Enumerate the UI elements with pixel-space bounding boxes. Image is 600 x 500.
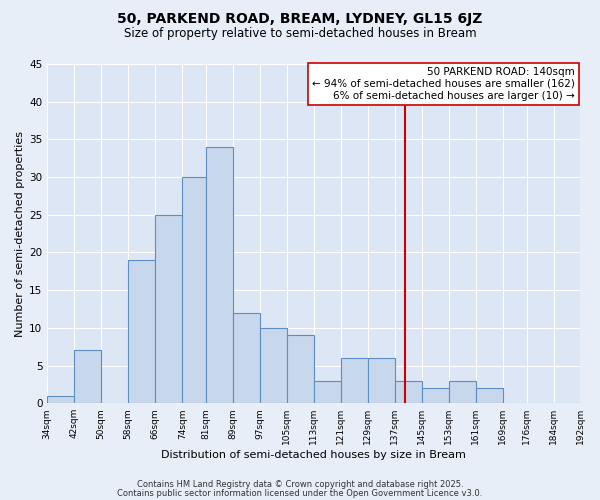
Bar — [422, 388, 449, 403]
Bar — [476, 388, 503, 403]
Bar — [74, 350, 101, 403]
Text: Contains HM Land Registry data © Crown copyright and database right 2025.: Contains HM Land Registry data © Crown c… — [137, 480, 463, 489]
Bar — [233, 313, 260, 403]
Bar — [314, 380, 341, 403]
Bar — [128, 260, 155, 403]
Bar — [47, 396, 74, 403]
Y-axis label: Number of semi-detached properties: Number of semi-detached properties — [15, 130, 25, 336]
Bar — [182, 177, 206, 403]
Bar — [368, 358, 395, 403]
Bar — [395, 380, 422, 403]
Bar — [287, 336, 314, 403]
X-axis label: Distribution of semi-detached houses by size in Bream: Distribution of semi-detached houses by … — [161, 450, 466, 460]
Bar — [206, 147, 233, 403]
Bar — [260, 328, 287, 403]
Text: 50 PARKEND ROAD: 140sqm
← 94% of semi-detached houses are smaller (162)
6% of se: 50 PARKEND ROAD: 140sqm ← 94% of semi-de… — [312, 68, 575, 100]
Bar — [155, 215, 182, 403]
Text: Contains public sector information licensed under the Open Government Licence v3: Contains public sector information licen… — [118, 488, 482, 498]
Text: 50, PARKEND ROAD, BREAM, LYDNEY, GL15 6JZ: 50, PARKEND ROAD, BREAM, LYDNEY, GL15 6J… — [118, 12, 482, 26]
Text: Size of property relative to semi-detached houses in Bream: Size of property relative to semi-detach… — [124, 28, 476, 40]
Bar — [341, 358, 368, 403]
Bar — [449, 380, 476, 403]
